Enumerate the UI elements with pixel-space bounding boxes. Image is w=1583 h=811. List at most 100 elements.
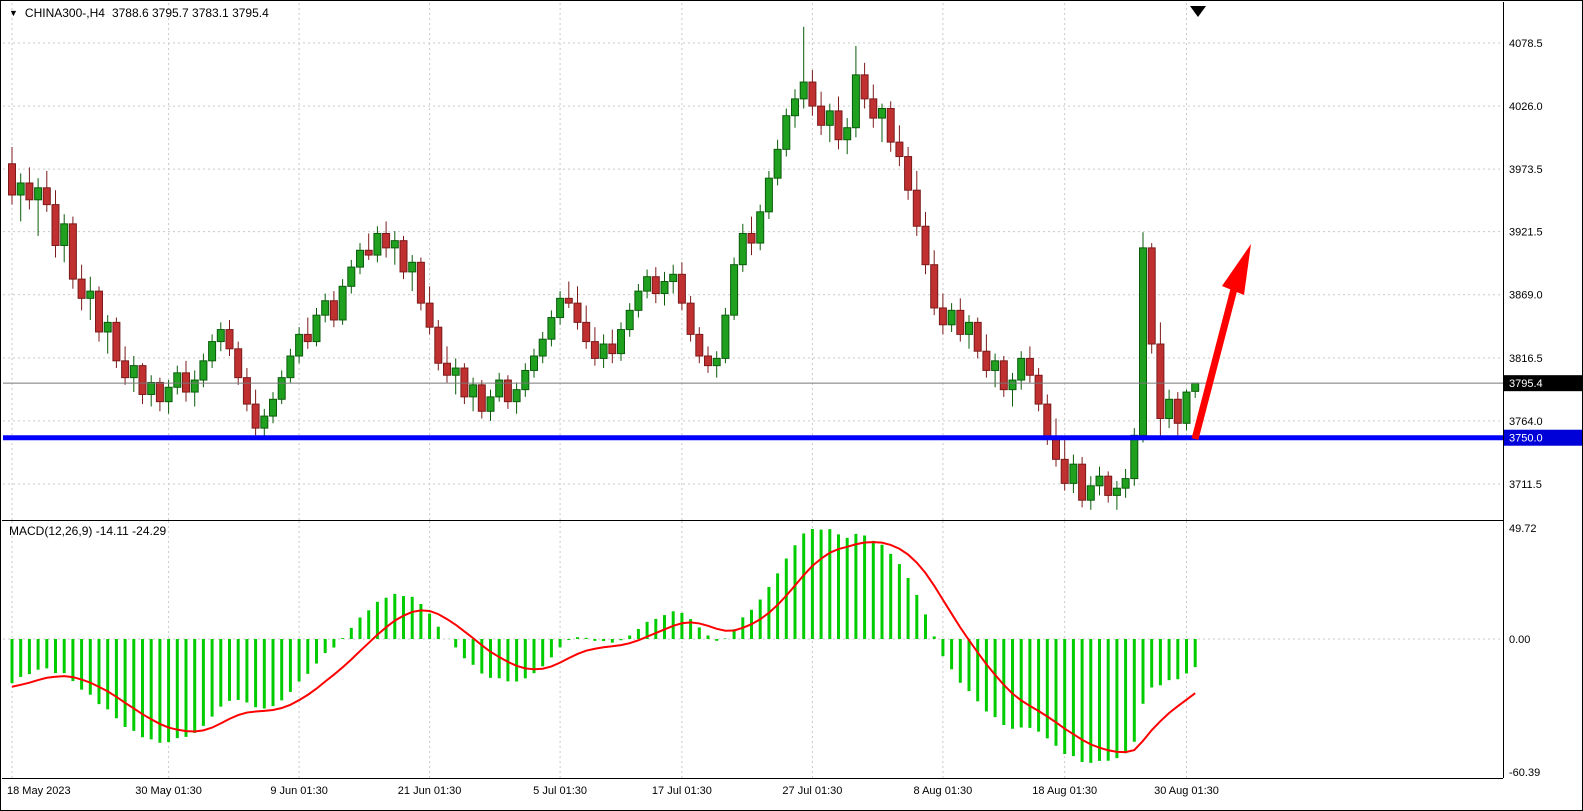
macd-axis-label: 0.00	[1509, 634, 1530, 646]
candle-body	[886, 107, 895, 143]
trend-arrow[interactable]	[1191, 244, 1251, 440]
candle-body	[121, 360, 130, 379]
candle-body	[251, 403, 260, 429]
candle-body	[669, 273, 678, 283]
candle-body	[825, 110, 834, 126]
candle-body	[747, 232, 756, 244]
candle-body	[25, 182, 34, 201]
candle-body	[138, 365, 147, 395]
time-axis-label: 8 Aug 01:30	[914, 785, 973, 797]
candle-body	[817, 105, 826, 126]
candle-body	[730, 264, 739, 316]
candle-body	[390, 240, 399, 249]
candle-body	[443, 362, 451, 376]
candle-body	[834, 110, 843, 141]
candle-body	[155, 381, 164, 403]
candle-body	[799, 81, 808, 100]
candle-body	[1017, 357, 1026, 381]
candle-body	[356, 249, 364, 268]
time-axis-label: 21 Jun 01:30	[398, 785, 462, 797]
price-axis-label: 4026.0	[1509, 101, 1543, 113]
candle-body	[503, 379, 512, 403]
symbol-dropdown-icon[interactable]: ▼	[9, 7, 18, 18]
candle-body	[921, 225, 930, 266]
candle-body	[878, 107, 886, 119]
candle-body	[721, 314, 730, 359]
candle-body	[286, 355, 295, 379]
candle-body	[260, 415, 269, 429]
candle-body	[965, 321, 973, 335]
candle-body	[947, 309, 956, 326]
price-axis-label: 3869.0	[1509, 290, 1543, 302]
candle-body	[686, 302, 695, 335]
candle-body	[199, 360, 208, 381]
candle-body	[338, 285, 347, 321]
candle-body	[42, 187, 51, 206]
candle-body	[1139, 247, 1147, 436]
candle-body	[599, 343, 608, 359]
macd-axis-label: -60.39	[1509, 767, 1540, 779]
candle-body	[851, 74, 860, 129]
candle-body	[808, 81, 817, 107]
candle-body	[208, 341, 217, 362]
ohlc-values: 3788.6 3795.7 3783.1 3795.4	[111, 6, 269, 20]
candle-body	[225, 329, 234, 350]
candle-body	[791, 98, 799, 117]
candle-body	[999, 360, 1008, 391]
chart-shift-marker-icon[interactable]	[1190, 6, 1206, 17]
candle-body	[538, 338, 547, 357]
candle-body	[1034, 374, 1043, 405]
candle-body	[843, 127, 852, 141]
chart-title: ▼ CHINA300-,H4 3788.6 3795.7 3783.1 3795…	[9, 6, 269, 20]
candle-body	[1043, 403, 1052, 439]
candle-body	[1130, 434, 1139, 480]
candle-body	[469, 384, 478, 398]
price-axis-label: 4078.5	[1509, 38, 1543, 50]
candle-body	[991, 360, 1000, 371]
candle-body	[704, 355, 712, 367]
candle-body	[764, 177, 773, 213]
candle-body	[617, 329, 625, 355]
candle-body	[495, 379, 504, 398]
candle-body	[68, 223, 77, 280]
candle-body	[86, 290, 95, 299]
candle-body	[651, 276, 660, 295]
candle-body	[904, 156, 913, 191]
price-axis-label: 3711.5	[1509, 479, 1542, 491]
candle-body	[912, 189, 921, 227]
time-axis-label: 18 Aug 01:30	[1032, 785, 1097, 797]
price-axis-label: 3973.5	[1509, 164, 1543, 176]
candle-body	[695, 333, 704, 357]
candle-body	[590, 341, 599, 359]
candle-body	[512, 389, 521, 403]
candle-body	[329, 300, 338, 321]
candle-body	[634, 290, 643, 311]
svg-text:3795.4: 3795.4	[1509, 378, 1543, 390]
candle-body	[1025, 357, 1034, 376]
candle-body	[303, 333, 312, 343]
candle-body	[521, 369, 530, 391]
candle-body	[582, 321, 591, 343]
candle-body	[51, 204, 60, 246]
macd-signal-line	[11, 541, 1196, 754]
candle-body	[895, 141, 904, 158]
candle-body	[8, 163, 16, 196]
candle-body	[1121, 478, 1130, 489]
candle-body	[486, 396, 495, 412]
symbol-period-label: CHINA300-,H4	[24, 6, 105, 20]
candle-body	[1156, 343, 1165, 419]
candle-body	[234, 348, 243, 379]
candle-body	[1173, 398, 1182, 424]
candle-body	[625, 309, 634, 331]
candle-body	[1060, 458, 1069, 484]
macd-axis-label: 49.72	[1509, 523, 1537, 535]
price-axis-label: 3816.5	[1509, 353, 1543, 365]
time-axis-label: 17 Jul 01:30	[652, 785, 712, 797]
candle-body	[60, 223, 69, 246]
price-axis-label: 3921.5	[1509, 227, 1543, 239]
candle-body	[173, 372, 182, 388]
support-price-badge: 3750.0	[1504, 429, 1582, 446]
price-axis-label: 3764.0	[1509, 416, 1543, 428]
candle-body	[373, 232, 382, 256]
